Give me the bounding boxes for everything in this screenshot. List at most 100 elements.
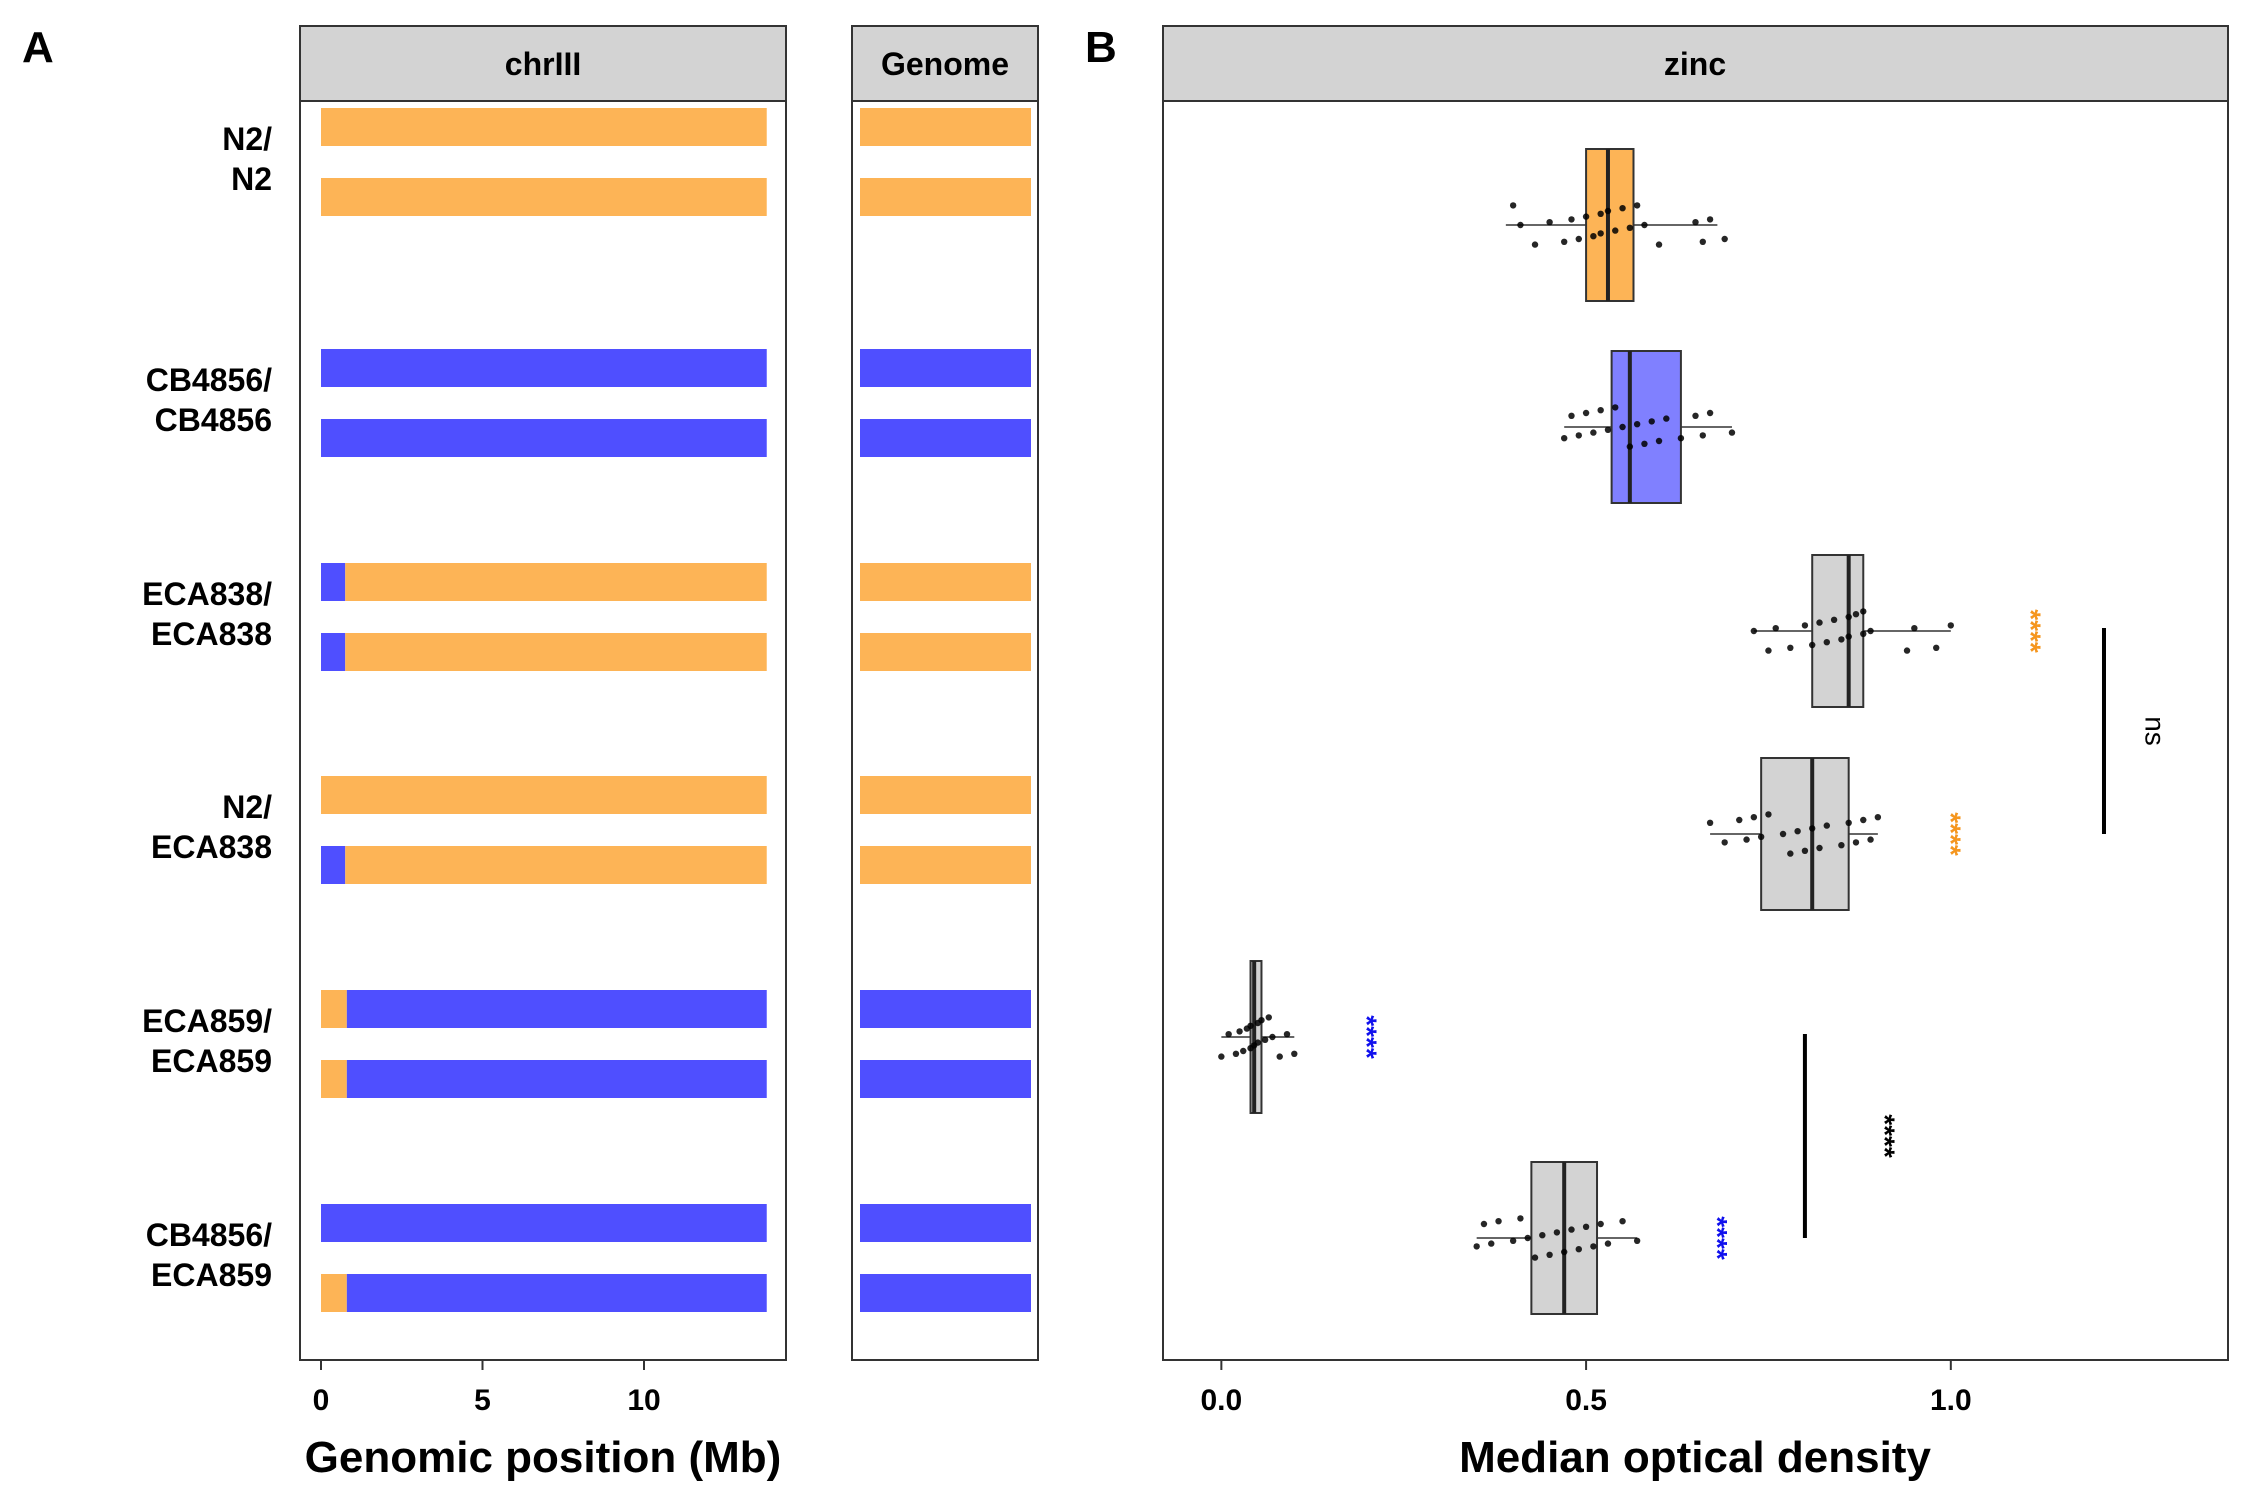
x-tick-label: 0.5 (1565, 1384, 1607, 1417)
genome-segment (860, 1060, 1031, 1098)
significance-stars: **** (1352, 1015, 1383, 1059)
chr-segment (321, 1060, 347, 1098)
data-point (1838, 842, 1845, 849)
data-point (1816, 844, 1823, 852)
data-point (1655, 241, 1663, 248)
strain-label-bottom: ECA838 (151, 616, 272, 652)
data-point (1261, 1036, 1269, 1044)
box-group (1218, 960, 1298, 1114)
data-point (1809, 825, 1816, 832)
data-point (1473, 1243, 1480, 1250)
chr-segment (345, 633, 767, 671)
data-point (1706, 409, 1714, 417)
strain-label-bottom: N2 (231, 161, 272, 197)
data-point (1736, 816, 1743, 824)
data-point (1582, 409, 1590, 417)
data-point (1582, 213, 1590, 220)
zinc-strip (1162, 25, 2229, 102)
data-point (1692, 219, 1699, 226)
box-layer (1218, 148, 1955, 1315)
data-point (1867, 627, 1874, 635)
data-point (1524, 1234, 1531, 1242)
data-point (1604, 426, 1612, 433)
data-point (1575, 235, 1582, 243)
data-point (1254, 1039, 1262, 1046)
strain-label-top: ECA838/ (142, 576, 272, 612)
data-point (1765, 811, 1772, 818)
data-point (1845, 613, 1852, 621)
data-point (1269, 1033, 1276, 1041)
panel-a-letter: A (22, 23, 54, 72)
data-point (1860, 816, 1867, 824)
data-point (1568, 1226, 1575, 1233)
genome-segment (860, 178, 1031, 216)
data-point (1809, 641, 1816, 649)
panel-a-x-axis: 0 5 10 (313, 1360, 661, 1417)
data-point (1517, 1215, 1524, 1222)
data-point (1240, 1047, 1247, 1055)
box-iqr (1760, 757, 1850, 911)
data-point (1633, 202, 1641, 209)
strain-label-top: N2/ (222, 789, 272, 825)
data-point (1692, 412, 1699, 419)
data-point (1488, 1240, 1495, 1247)
strain-label-top: CB4856/ (146, 362, 272, 398)
x-tick-label: 0 (313, 1384, 330, 1417)
data-point (1933, 644, 1940, 651)
zinc-strip-label: zinc (1664, 46, 1726, 82)
significance-stars: **** (1935, 812, 1966, 856)
box-group (1560, 350, 1736, 504)
data-point (1633, 1237, 1641, 1245)
data-point (1765, 647, 1772, 654)
data-point (1590, 233, 1597, 240)
panel-a-genome-facet: Genome (851, 25, 1039, 1361)
data-point (1830, 616, 1838, 623)
data-point (1597, 407, 1604, 414)
genome-panel (851, 100, 1039, 1361)
genome-segment (860, 349, 1031, 387)
data-point (1721, 235, 1728, 243)
data-point (1779, 830, 1787, 838)
chr-segment (346, 1274, 767, 1312)
genome-segment (860, 846, 1031, 884)
data-point (1626, 443, 1634, 450)
chr-segment (321, 563, 346, 601)
genome-segment (860, 776, 1031, 814)
genome-segment (860, 990, 1031, 1028)
significance-stars: **** (1702, 1216, 1733, 1260)
data-point (1612, 404, 1619, 411)
data-point (1699, 432, 1706, 439)
data-point (1509, 202, 1517, 209)
data-point (1225, 1031, 1232, 1038)
data-point (1232, 1050, 1240, 1058)
data-point (1626, 224, 1634, 231)
strain-label-bottom: ECA859 (151, 1257, 272, 1293)
strain-label-bottom: CB4856 (155, 402, 272, 438)
box-group (1750, 554, 1955, 708)
data-point (1757, 833, 1765, 840)
chr-segment (321, 846, 346, 884)
data-point (1247, 1022, 1254, 1029)
data-point (1560, 238, 1568, 245)
data-point (1546, 1251, 1553, 1259)
data-point (1619, 205, 1626, 212)
chr-strip (299, 25, 787, 102)
data-point (1612, 227, 1619, 234)
data-point (1604, 1240, 1612, 1247)
data-point (1852, 611, 1860, 618)
data-point (1291, 1050, 1298, 1058)
panel-b-x-title: Median optical density (1459, 1433, 1931, 1482)
data-point (1743, 836, 1750, 843)
data-point (1276, 1053, 1283, 1060)
chr-segment (346, 990, 767, 1028)
data-point (1838, 636, 1845, 643)
box-group (1473, 1161, 1641, 1315)
data-point (1721, 839, 1728, 846)
genome-strip-label: Genome (881, 46, 1009, 82)
data-point (1860, 630, 1867, 637)
genome-bars (860, 108, 1031, 1312)
chr-bars (321, 108, 767, 1312)
data-point (1677, 435, 1685, 442)
data-point (1874, 814, 1882, 821)
data-point (1823, 822, 1831, 829)
